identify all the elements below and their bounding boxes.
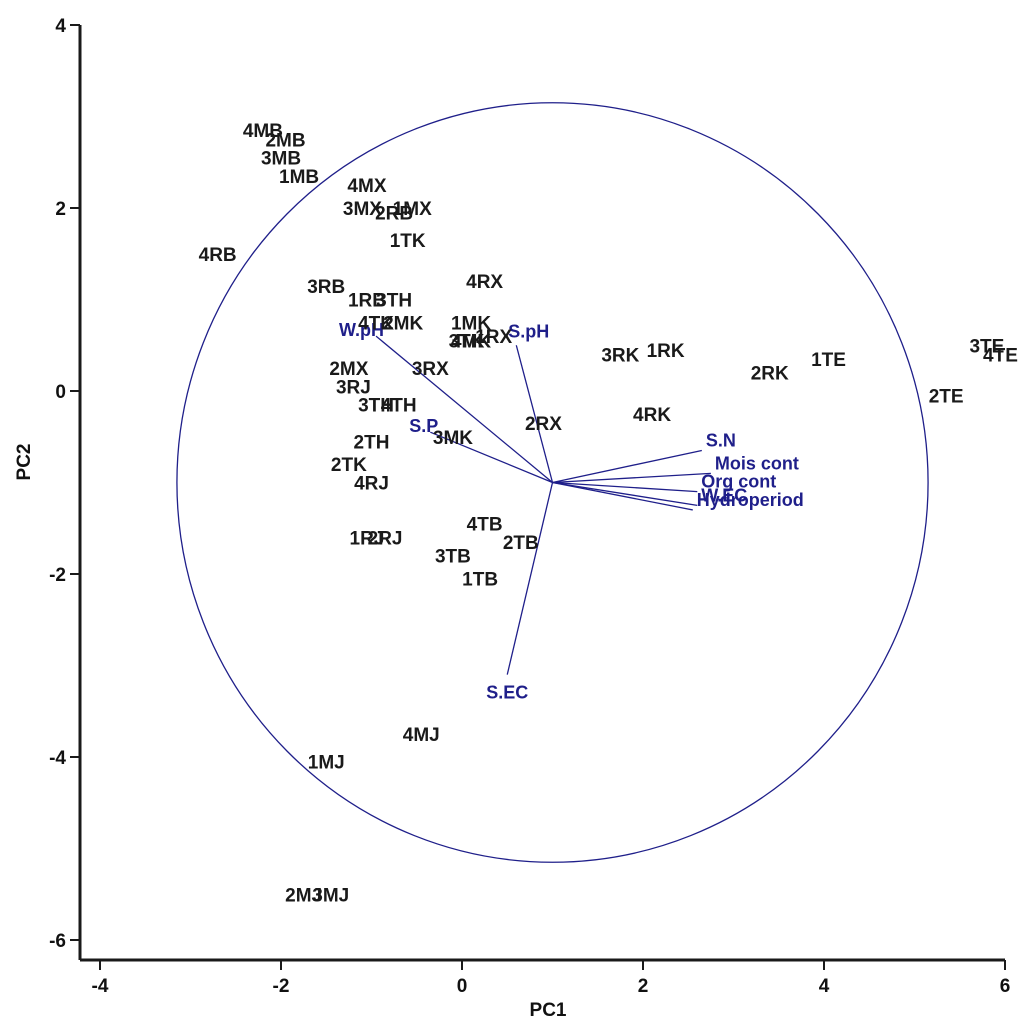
correlation-circle [176,102,929,863]
variable-vector [430,431,553,484]
y-tick-label: -2 [49,565,66,586]
site-label: 3MJ [312,885,349,906]
site-label: 3RJ [336,377,371,398]
y-tick-label: -6 [49,931,66,952]
variable-label: S.pH [508,321,549,341]
variable-label: Org cont [701,472,776,492]
site-label: 1RJ [350,528,385,549]
site-label: 4MX [347,176,386,197]
site-label: 2RX [525,414,562,435]
y-tick-label: 0 [55,382,66,403]
site-label: 4RX [466,272,503,293]
site-label: 2MJ [285,885,322,906]
site-label: 2RJ [368,528,403,549]
variable-vector [552,481,693,511]
variable-label: S.P [409,416,438,436]
x-tick-label: -2 [273,976,290,997]
variable-vector [552,481,698,507]
variable-vector [506,482,554,675]
site-label: 2TB [503,533,539,554]
site-label: 4RK [633,405,671,426]
site-label: 4MK [451,332,491,353]
variable-label: Hydroperiod [697,490,804,510]
site-label: 1RK [647,341,685,362]
site-label: 2MX [329,359,368,380]
site-label: 1MX [393,199,432,220]
variable-label: S.N [706,430,736,450]
site-label: 4TH [381,396,417,417]
x-tick-label: 6 [1000,976,1011,997]
site-label: 2MB [265,130,305,151]
site-label: 1MB [279,167,319,188]
site-label: 3RB [307,277,345,298]
x-axis-title: PC1 [530,1000,567,1021]
site-label: 3TB [435,547,471,568]
site-label: 1TB [462,570,498,591]
x-tick-label: -4 [92,976,109,997]
site-label: 1MJ [308,753,345,774]
variable-label: W.EC [701,485,747,505]
site-label: 3MB [261,149,301,170]
site-label: 4TB [467,515,503,536]
site-label: 2TE [929,387,964,408]
variable-label: Mois cont [715,453,799,473]
x-tick-label: 0 [457,976,468,997]
site-label: 1RX [475,327,512,348]
site-label: 4MB [243,121,283,142]
y-axis-title: PC2 [14,444,35,481]
variable-vector [515,345,554,483]
site-label: 1TE [811,350,846,371]
y-tick-label: 2 [55,199,66,220]
correlation-circle-layer [176,102,929,863]
site-label: 3TE [969,336,1004,357]
site-label: 4RB [199,245,237,266]
site-label: 1RB [348,291,386,312]
site-label: 3TK [449,332,485,353]
variable-vector [375,335,553,484]
x-tick-label: 2 [638,976,649,997]
site-label: 3TH [358,396,394,417]
site-label: 2RB [375,204,413,225]
site-label: 2TK [331,455,367,476]
axes: -4 -2 0 2 4 6 -6 -4 -2 0 2 4 [49,16,1010,997]
variable-vector [552,481,698,493]
site-label: 2RK [751,364,789,385]
site-label: 1MK [451,313,491,334]
x-tick-label: 4 [819,976,830,997]
site-label: 4RJ [354,474,389,495]
site-label: 3MX [343,199,382,220]
site-label: 3RK [601,345,639,366]
site-label: 2MK [383,313,423,334]
y-tick-label: -4 [49,748,66,769]
site-label: 3MK [433,428,473,449]
variable-label: W.pH [339,320,384,340]
variable-vector [552,472,711,484]
variable-label: S.EC [486,683,528,703]
site-label: 4TE [983,345,1018,366]
variable-vector [552,449,702,484]
site-label: 4MJ [403,725,440,746]
site-label: 3TH [376,291,412,312]
site-label: 2TH [354,432,390,453]
y-tick-label: 4 [55,16,66,37]
site-label: 1TK [390,231,426,252]
site-label: 4TK [358,313,394,334]
site-label: 3RX [412,359,449,380]
